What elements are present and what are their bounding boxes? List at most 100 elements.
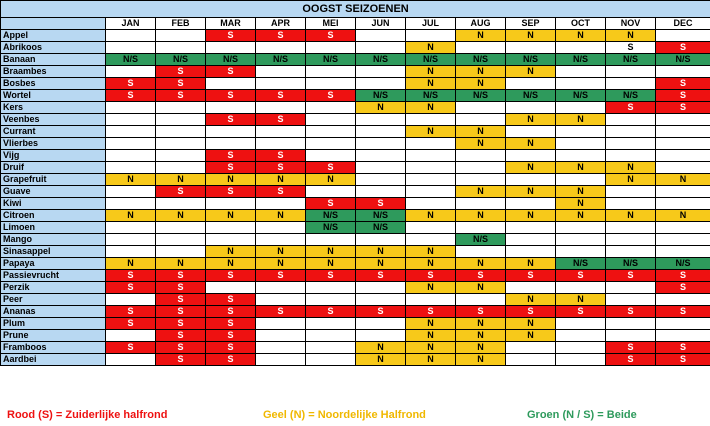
- empty-cell: [255, 221, 306, 234]
- empty-cell: [155, 41, 206, 54]
- south-cell: S: [155, 89, 206, 102]
- table-row: Kiwi S S N: [0, 197, 710, 210]
- south-cell: S: [305, 305, 356, 318]
- empty-cell: [555, 317, 606, 330]
- north-cell: N: [405, 77, 456, 90]
- north-cell: N: [405, 101, 456, 114]
- table-row: Mango N/S: [0, 233, 710, 246]
- table-row: Peer S S N N: [0, 293, 710, 306]
- empty-cell: [405, 161, 456, 174]
- month-header-apr: APR: [255, 17, 306, 30]
- south-cell: S: [455, 305, 506, 318]
- empty-cell: [355, 125, 406, 138]
- empty-cell: [105, 293, 156, 306]
- empty-cell: [355, 113, 406, 126]
- north-cell: N: [405, 341, 456, 354]
- empty-cell: [555, 329, 606, 342]
- south-cell: S: [205, 185, 256, 198]
- empty-cell: [405, 293, 456, 306]
- north-cell: N: [255, 257, 306, 270]
- empty-cell: [105, 197, 156, 210]
- empty-cell: [605, 281, 656, 294]
- empty-cell: [105, 161, 156, 174]
- north-cell: N: [505, 137, 556, 150]
- north-cell: N: [155, 209, 206, 222]
- both-cell: N/S: [205, 53, 256, 66]
- empty-cell: [305, 41, 356, 54]
- south-cell: S: [155, 65, 206, 78]
- table-row: Bosbes S S N N S: [0, 77, 710, 90]
- empty-cell: [555, 65, 606, 78]
- south-cell: S: [305, 29, 356, 42]
- fruit-name: Veenbes: [0, 113, 106, 126]
- north-cell: N: [455, 125, 506, 138]
- empty-cell: [205, 281, 256, 294]
- empty-cell: [605, 329, 656, 342]
- north-cell: N: [355, 353, 406, 366]
- empty-cell: [105, 113, 156, 126]
- empty-cell: [455, 197, 506, 210]
- north-cell: N: [555, 29, 606, 42]
- empty-cell: [405, 137, 456, 150]
- empty-cell: [155, 161, 206, 174]
- south-cell: S: [305, 197, 356, 210]
- north-cell: N: [505, 209, 556, 222]
- south-cell: S: [255, 305, 306, 318]
- empty-cell: [505, 101, 556, 114]
- north-cell: N: [405, 317, 456, 330]
- fruit-name: Limoen: [0, 221, 106, 234]
- empty-cell: [205, 221, 256, 234]
- north-cell: N: [455, 317, 506, 330]
- empty-cell: [355, 185, 406, 198]
- south-cell: S: [155, 269, 206, 282]
- both-cell: N/S: [605, 53, 656, 66]
- both-cell: N/S: [555, 89, 606, 102]
- empty-cell: [205, 233, 256, 246]
- empty-cell: [155, 101, 206, 114]
- empty-cell: [305, 353, 356, 366]
- north-cell: N: [355, 245, 406, 258]
- empty-cell: [605, 77, 656, 90]
- south-text-cell: S: [605, 41, 656, 54]
- empty-cell: [355, 293, 406, 306]
- north-cell: N: [455, 257, 506, 270]
- south-cell: S: [605, 101, 656, 114]
- empty-cell: [505, 221, 556, 234]
- south-cell: S: [654, 41, 710, 54]
- empty-cell: [555, 125, 606, 138]
- empty-cell: [355, 65, 406, 78]
- empty-cell: [355, 41, 406, 54]
- empty-cell: [305, 65, 356, 78]
- both-cell: N/S: [455, 233, 506, 246]
- empty-cell: [455, 173, 506, 186]
- table-row: Kers N N S S: [0, 101, 710, 114]
- legend-south: Rood (S) = Zuiderlijke halfrond: [7, 409, 168, 421]
- north-cell: N: [305, 173, 356, 186]
- empty-cell: [505, 197, 556, 210]
- both-cell: N/S: [305, 53, 356, 66]
- both-cell: N/S: [355, 209, 406, 222]
- empty-cell: [654, 125, 710, 138]
- south-cell: S: [305, 161, 356, 174]
- empty-cell: [654, 317, 710, 330]
- empty-cell: [654, 65, 710, 78]
- table-row: Perzik S S N N S: [0, 281, 710, 294]
- fruit-name: Papaya: [0, 257, 106, 270]
- north-cell: N: [605, 29, 656, 42]
- empty-cell: [305, 317, 356, 330]
- table-row: Abrikoos N S S: [0, 41, 710, 54]
- south-cell: S: [505, 269, 556, 282]
- fruit-name: Abrikoos: [0, 41, 106, 54]
- empty-cell: [555, 281, 606, 294]
- empty-cell: [155, 149, 206, 162]
- north-cell: N: [405, 65, 456, 78]
- fruit-name: Prune: [0, 329, 106, 342]
- north-cell: N: [654, 209, 710, 222]
- north-cell: N: [305, 245, 356, 258]
- north-cell: N: [555, 197, 606, 210]
- empty-cell: [605, 185, 656, 198]
- south-cell: S: [205, 113, 256, 126]
- empty-cell: [155, 125, 206, 138]
- month-header-row: JAN FEB MAR APR MEI JUN JUL AUG SEP OCT NOV DEC: [0, 17, 710, 30]
- empty-cell: [105, 329, 156, 342]
